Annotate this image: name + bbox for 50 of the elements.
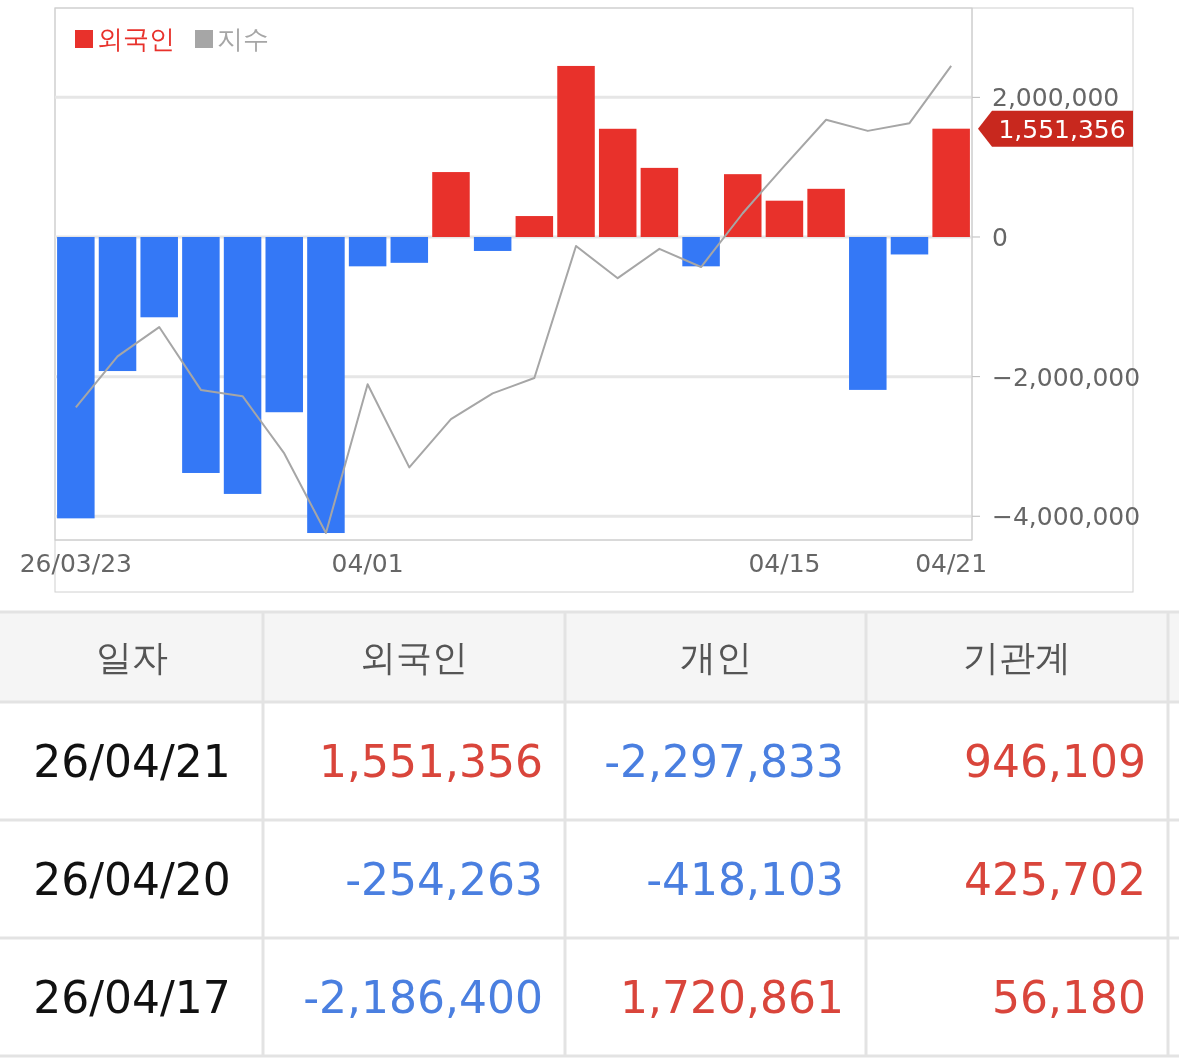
line-series <box>74 64 953 535</box>
text: -2,186,400 <box>303 972 543 1023</box>
bar <box>890 237 929 255</box>
text: 기관계 <box>963 637 1071 678</box>
bar <box>807 188 845 237</box>
bar <box>390 237 429 263</box>
text: 1,551,356 <box>319 736 543 787</box>
bar <box>557 65 595 237</box>
bar <box>432 172 470 237</box>
legend-label: 외국인 <box>97 24 175 54</box>
y-tick-label: −2,000,000 <box>992 362 1141 392</box>
y-tick-label: −4,000,000 <box>992 502 1141 532</box>
bar <box>57 237 95 519</box>
text: -2,297,833 <box>604 736 844 787</box>
text: 외국인 <box>360 637 468 678</box>
annotation: 1,551,356 <box>998 114 1126 144</box>
text: 425,702 <box>964 854 1146 905</box>
text: 26/04/20 <box>33 854 231 905</box>
text: 1,720,861 <box>620 972 844 1023</box>
y-tick-label: 0 <box>992 223 1008 252</box>
text: 26/04/17 <box>33 972 231 1023</box>
bar <box>223 237 262 494</box>
x-tick-label: 26/03/23 <box>19 549 132 578</box>
text: 개인 <box>679 637 752 678</box>
x-tick-label: 04/21 <box>915 549 988 578</box>
bar <box>932 128 970 237</box>
bar <box>682 237 720 267</box>
bar <box>348 237 387 267</box>
x-tick-label: 04/15 <box>748 549 821 578</box>
bar <box>640 167 679 237</box>
bar <box>473 237 512 251</box>
bar <box>307 237 345 534</box>
bar <box>765 200 804 237</box>
bar <box>849 237 887 390</box>
bar <box>723 174 762 237</box>
text: 56,180 <box>992 972 1146 1023</box>
text: -418,103 <box>646 854 844 905</box>
bar <box>182 237 220 473</box>
bar <box>140 237 178 318</box>
legend-label: 지수 <box>217 24 269 54</box>
bar <box>98 237 137 372</box>
x-tick-label: 04/01 <box>331 549 404 578</box>
bar <box>598 128 637 237</box>
text: -254,263 <box>345 854 543 905</box>
text: 946,109 <box>964 736 1146 787</box>
bar <box>265 237 304 413</box>
text: 26/04/21 <box>33 736 231 787</box>
bar <box>515 216 554 237</box>
text: 일자 <box>95 637 168 678</box>
y-tick-label: 2,000,000 <box>992 83 1120 113</box>
